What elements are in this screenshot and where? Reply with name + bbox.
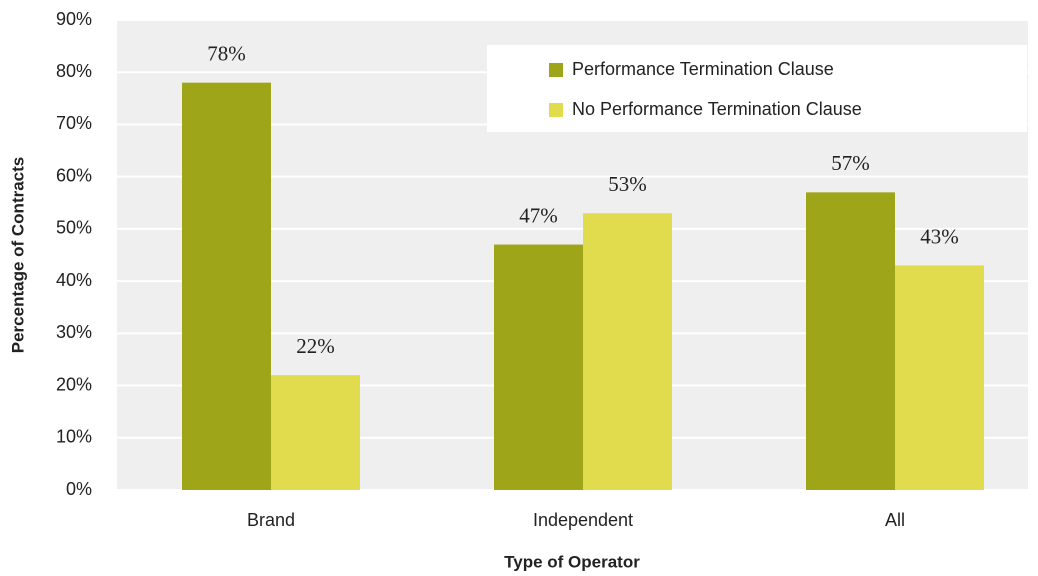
- y-tick-label: 40%: [56, 270, 92, 290]
- y-tick-label: 50%: [56, 218, 92, 238]
- bar: [494, 244, 583, 490]
- data-label: 78%: [207, 41, 246, 65]
- data-label: 22%: [296, 334, 335, 358]
- y-tick-label: 60%: [56, 165, 92, 185]
- x-axis-title: Type of Operator: [504, 552, 640, 571]
- x-tick-label: Brand: [247, 510, 295, 530]
- data-label: 57%: [831, 151, 870, 175]
- bar: [271, 375, 360, 490]
- y-tick-label: 90%: [56, 9, 92, 29]
- legend-swatch: [549, 103, 563, 117]
- y-tick-label: 20%: [56, 374, 92, 394]
- data-label: 47%: [519, 203, 558, 227]
- legend-box: [487, 45, 1027, 132]
- legend-label: Performance Termination Clause: [572, 59, 834, 79]
- bar: [182, 82, 271, 491]
- y-tick-label: 70%: [56, 113, 92, 133]
- legend-swatch: [549, 63, 563, 77]
- y-tick-label: 10%: [56, 427, 92, 447]
- data-label: 43%: [920, 224, 959, 248]
- x-tick-label: Independent: [533, 510, 633, 530]
- bar: [583, 213, 672, 490]
- bar: [895, 265, 984, 490]
- legend-label: No Performance Termination Clause: [572, 99, 862, 119]
- data-label: 53%: [608, 172, 647, 196]
- x-tick-label: All: [885, 510, 905, 530]
- y-axis-title: Percentage of Contracts: [8, 157, 27, 354]
- bar: [806, 192, 895, 491]
- y-tick-label: 30%: [56, 322, 92, 342]
- y-tick-label: 0%: [66, 479, 92, 499]
- y-tick-label: 80%: [56, 61, 92, 81]
